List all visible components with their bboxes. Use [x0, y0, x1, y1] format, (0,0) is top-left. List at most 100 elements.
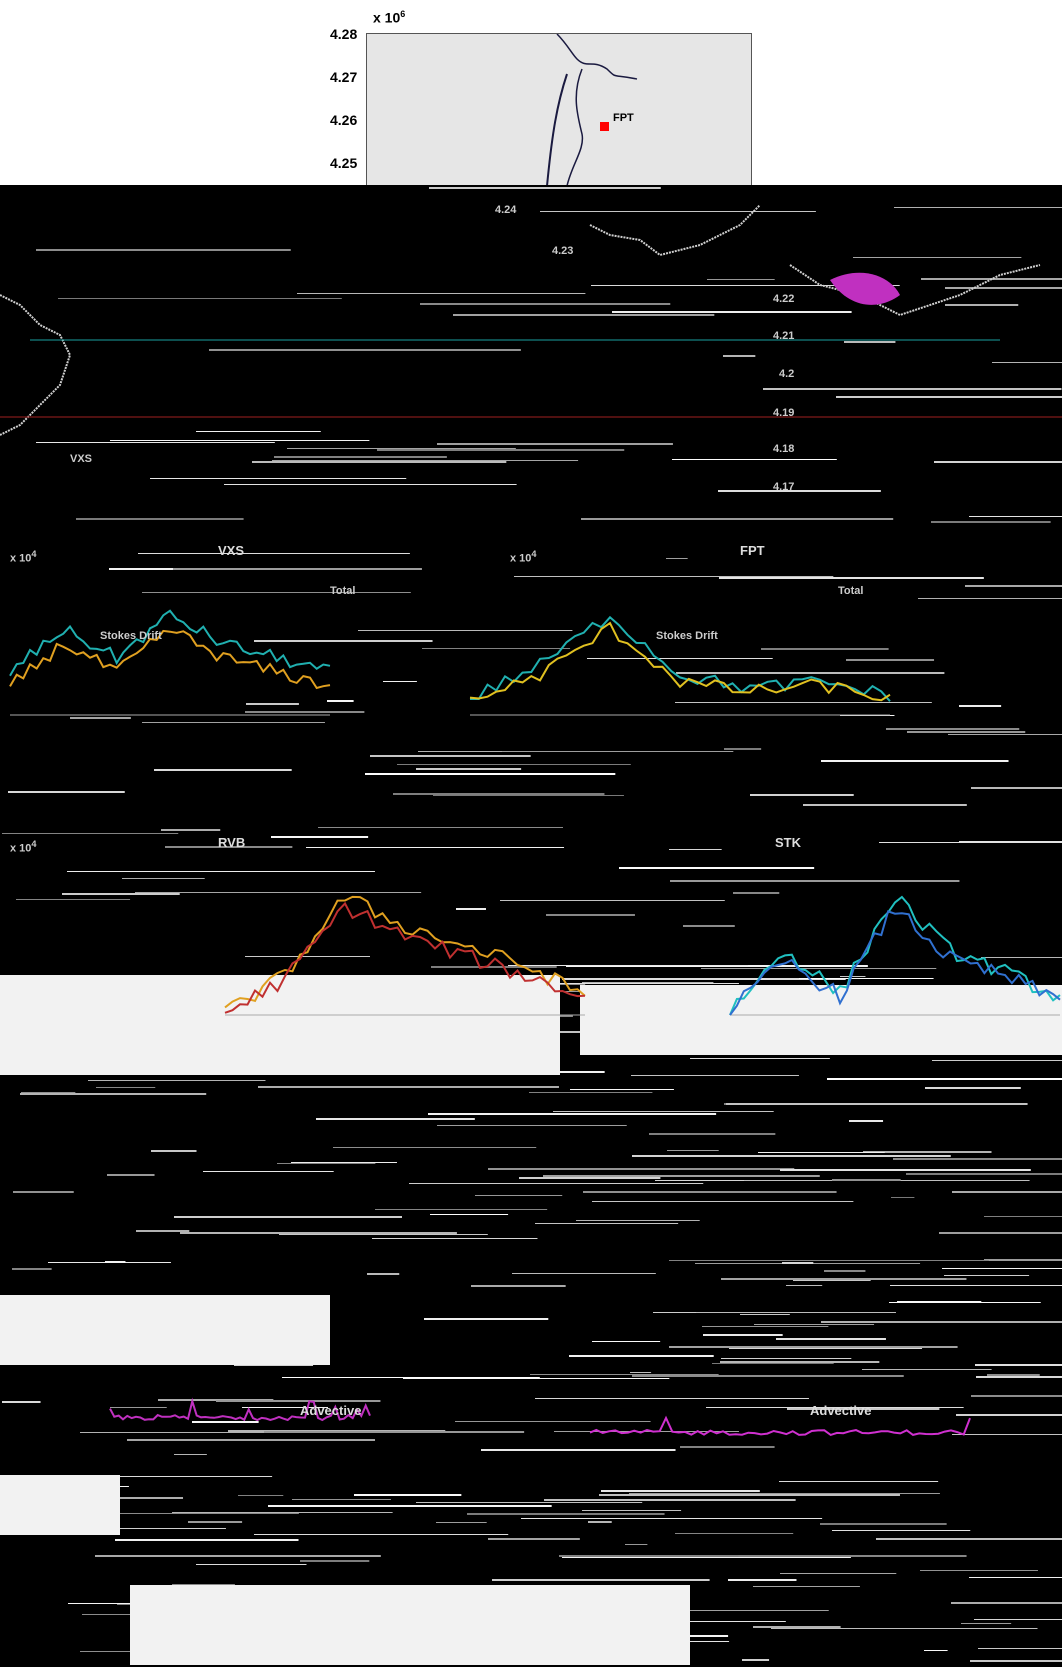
- glitch-streak: [728, 1579, 797, 1581]
- glitch-streak: [242, 1407, 328, 1408]
- glitch-streak: [203, 1171, 334, 1172]
- glitch-streak: [786, 1285, 823, 1286]
- glitch-streak: [707, 279, 775, 280]
- glitch-streak: [437, 1125, 627, 1126]
- glitch-streak: [832, 1179, 901, 1181]
- glitch-streak: [779, 1481, 939, 1482]
- glitch-streak: [675, 702, 932, 703]
- river-line-main: [546, 73, 568, 187]
- glitch-streak: [570, 1089, 674, 1090]
- glitch-streak: [138, 553, 410, 554]
- glitch-streak: [599, 1494, 900, 1496]
- glitch-streak: [512, 1273, 656, 1274]
- glitch-streak: [271, 836, 369, 838]
- glitch-streak: [951, 1602, 1062, 1604]
- glitch-streak: [544, 1499, 796, 1501]
- glitch-streak: [984, 1259, 1062, 1261]
- glitch-streak: [437, 443, 673, 445]
- glitch-streak: [318, 827, 563, 828]
- glitch-streak: [820, 1523, 947, 1525]
- glitch-streak: [455, 1421, 651, 1422]
- glitch-streak: [306, 847, 565, 848]
- glitch-streak: [944, 1275, 1030, 1276]
- panel-title-fpt: FPT: [740, 543, 765, 558]
- panel-exp-vxs: x 104: [10, 549, 37, 565]
- glitch-streak: [300, 1560, 370, 1562]
- glitch-streak: [526, 983, 739, 984]
- glitch-streak: [2, 1401, 41, 1403]
- glitch-streak: [416, 768, 522, 770]
- series-line-total: [729, 895, 1061, 1016]
- glitch-streak: [254, 1534, 509, 1535]
- series-line-lower: [109, 1397, 371, 1422]
- glitch-streak: [669, 1641, 730, 1642]
- series-line-total: [470, 615, 891, 702]
- glitch-streak: [712, 1363, 834, 1364]
- glitch-streak: [36, 249, 291, 251]
- glitch-streak: [754, 1324, 875, 1325]
- glitch-streak: [488, 1168, 795, 1170]
- glitch-streak: [172, 1584, 235, 1585]
- glitch-streak: [920, 1570, 1038, 1571]
- glitch-streak: [519, 1177, 661, 1179]
- glitch-streak: [934, 461, 1062, 463]
- glitch-streak: [372, 1238, 538, 1239]
- glitch-streak: [780, 1573, 897, 1574]
- glitch-streak: [172, 1512, 393, 1513]
- glitch-streak: [939, 1232, 1062, 1234]
- glitch-streak: [416, 1502, 643, 1503]
- glitch-streak: [110, 440, 370, 441]
- glitch-streak: [174, 1454, 207, 1455]
- glitch-block: [0, 1475, 120, 1535]
- glitch-streak: [893, 1158, 1062, 1160]
- glitch-streak: [274, 456, 447, 458]
- glitch-streak: [702, 1326, 829, 1327]
- glitch-streak: [632, 1375, 904, 1377]
- glitch-streak: [976, 1376, 1062, 1378]
- glitch-streak: [750, 794, 854, 796]
- glitch-streak: [625, 1544, 648, 1545]
- panel-title-stk: STK: [775, 835, 801, 850]
- glitch-streak: [559, 1555, 739, 1557]
- glitch-streak: [742, 1659, 770, 1661]
- glitch-streak: [562, 1557, 851, 1558]
- panel-exp-fpt: x 104: [510, 549, 537, 565]
- glitch-streak: [76, 518, 244, 520]
- glitch-streak: [13, 1191, 74, 1193]
- glitch-streak: [481, 1449, 676, 1451]
- glitch-streak: [669, 849, 722, 850]
- glitch-streak: [974, 1619, 1062, 1620]
- map-panel: x 106 4.28 4.27 4.26 4.25 FPT: [0, 0, 1062, 187]
- series-line-advective: [469, 621, 891, 702]
- glitch-streak: [433, 795, 624, 796]
- corrupted-plot-area: 4.24 4.23 4.22 4.21 4.2 4.19 4.18 4.17 V…: [0, 185, 1062, 1667]
- glitch-streak: [821, 1321, 1062, 1323]
- glitch-streak: [763, 388, 1062, 390]
- glitch-streak: [525, 991, 614, 992]
- panel-title-rvb: RVB: [218, 835, 246, 850]
- glitch-streak: [592, 1201, 854, 1202]
- glitch-streak: [409, 1183, 704, 1184]
- glitch-streak: [630, 1372, 652, 1373]
- glitch-streak: [535, 1223, 679, 1224]
- glitch-streak: [740, 1314, 790, 1315]
- river-line-upper: [556, 33, 638, 80]
- glitch-streak: [403, 1378, 670, 1379]
- glitch-streak: [894, 207, 1062, 208]
- glitch-streak: [383, 681, 417, 682]
- glitch-streak: [776, 1338, 886, 1340]
- glitch-streak: [111, 1476, 273, 1477]
- glitch-streak: [827, 1078, 1062, 1080]
- glitch-streak: [546, 914, 635, 916]
- glitch-streak: [529, 1092, 653, 1093]
- glitch-streak: [424, 1318, 549, 1320]
- glitch-streak: [701, 968, 937, 969]
- glitch-streak: [292, 1499, 391, 1500]
- glitch-streak: [569, 1355, 714, 1357]
- glitch-streak: [588, 1521, 612, 1523]
- glitch-streak: [733, 892, 780, 894]
- glitch-streak: [12, 1268, 52, 1270]
- glitch-streak: [959, 705, 1002, 707]
- glitch-streak: [180, 1232, 457, 1234]
- glitch-streak: [254, 640, 433, 642]
